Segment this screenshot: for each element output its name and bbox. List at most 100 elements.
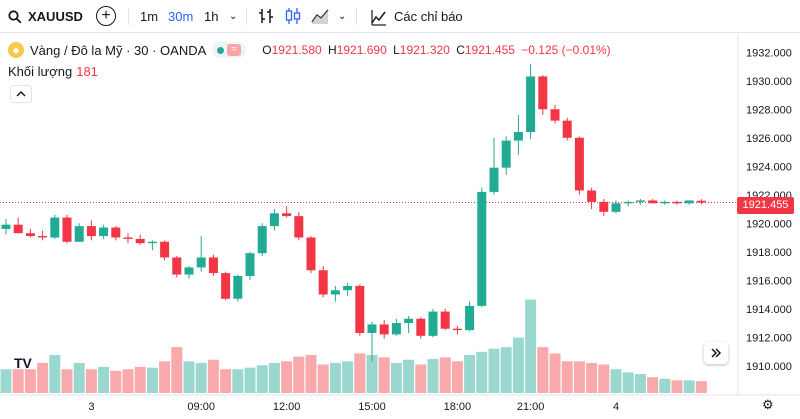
candle-body[interactable] <box>196 257 206 268</box>
interval-30m-button[interactable]: 30m <box>168 9 194 24</box>
volume-bar <box>73 362 85 393</box>
candle-body[interactable] <box>660 201 670 204</box>
candle-body[interactable] <box>611 203 621 212</box>
scroll-to-realtime-button[interactable] <box>704 342 728 364</box>
high-key: H <box>328 43 337 57</box>
series-title[interactable]: Vàng / Đô la Mỹ · 30 · OANDA <box>30 42 207 58</box>
candle-body[interactable] <box>648 200 658 204</box>
volume-bar <box>159 361 171 393</box>
candle-body[interactable] <box>684 200 694 204</box>
candle-body[interactable] <box>147 241 157 244</box>
candle-body[interactable] <box>62 217 72 242</box>
candle-body[interactable] <box>379 324 389 335</box>
candle-body[interactable] <box>282 213 292 217</box>
candle-body[interactable] <box>501 140 511 168</box>
candle-body[interactable] <box>257 226 267 254</box>
candle-body[interactable] <box>367 324 377 333</box>
symbol-search[interactable]: XAUUSD <box>8 0 83 33</box>
candle-body[interactable] <box>672 201 682 204</box>
tradingview-logo[interactable]: TV <box>14 355 32 371</box>
candle-body[interactable] <box>440 311 450 329</box>
chevron-down-icon[interactable]: ⌄ <box>229 11 238 22</box>
candle-body[interactable] <box>416 318 426 336</box>
candle-body[interactable] <box>318 270 328 295</box>
volume-bar <box>622 372 634 393</box>
candle-body[interactable] <box>574 137 584 191</box>
candle-body[interactable] <box>208 257 218 274</box>
candle-body[interactable] <box>221 273 231 299</box>
top-toolbar: XAUUSD + 1m 30m 1h ⌄ ⌄ Các chỉ báo <box>0 0 800 33</box>
candle-body[interactable] <box>74 226 84 242</box>
candle-body[interactable] <box>50 217 60 238</box>
volume-bar <box>659 378 671 393</box>
collapse-legend-button[interactable] <box>10 85 32 103</box>
area-chart-type-icon[interactable] <box>310 6 330 26</box>
candle-body[interactable] <box>245 253 255 276</box>
candle-body[interactable] <box>111 227 121 238</box>
candle-body[interactable] <box>587 190 597 202</box>
candle-body[interactable] <box>550 109 560 121</box>
low-key: L <box>393 43 400 57</box>
candle-body[interactable] <box>172 257 182 275</box>
candle-body[interactable] <box>538 76 548 110</box>
candle-body[interactable] <box>294 216 304 238</box>
add-symbol-button[interactable]: + <box>96 6 116 26</box>
volume-label[interactable]: Khối lượng <box>8 64 73 79</box>
candle-body[interactable] <box>1 224 11 229</box>
volume-bar <box>293 356 305 393</box>
candle-body[interactable] <box>599 201 609 212</box>
volume-bar <box>317 364 329 393</box>
indicators-button[interactable]: Các chỉ báo <box>370 0 463 33</box>
candle-body[interactable] <box>269 213 279 227</box>
candle-body[interactable] <box>404 318 414 323</box>
candle-body[interactable] <box>25 233 35 237</box>
volume-bar <box>427 358 439 393</box>
interval-1h-button[interactable]: 1h <box>204 9 219 24</box>
volume-bar <box>146 367 158 393</box>
chart-settings-gear-icon[interactable]: ⚙ <box>762 397 774 412</box>
candles-chart-type-icon[interactable] <box>283 6 303 26</box>
bar-chart-type-icon[interactable] <box>256 6 276 26</box>
candle-body[interactable] <box>99 227 109 237</box>
candle-body[interactable] <box>343 285 353 291</box>
candle-body[interactable] <box>86 226 96 237</box>
candle-body[interactable] <box>330 290 340 295</box>
interval-1m-button[interactable]: 1m <box>140 9 159 24</box>
volume-bar <box>207 359 219 393</box>
time-tick-label: 4 <box>613 401 619 413</box>
candle-body[interactable] <box>306 237 316 271</box>
candle-body[interactable] <box>135 238 145 244</box>
volume-bar <box>378 357 390 393</box>
candle-body[interactable] <box>355 285 365 333</box>
close-value: 1921.455 <box>464 43 515 57</box>
candle-body[interactable] <box>452 328 462 331</box>
candle-body[interactable] <box>233 275 243 299</box>
candle-body[interactable] <box>123 237 133 239</box>
candle-body[interactable] <box>623 201 633 204</box>
candle-body[interactable] <box>391 323 401 335</box>
price-chart[interactable]: 1932.000 1930.000 1928.000 1926.000 1924.000… <box>0 34 800 419</box>
candle-body[interactable] <box>477 191 487 306</box>
candle-body[interactable] <box>635 200 645 202</box>
candle-body[interactable] <box>160 241 170 258</box>
time-tick-label: 18:00 <box>444 401 472 413</box>
candle-body[interactable] <box>428 311 438 336</box>
candle-body[interactable] <box>13 224 23 234</box>
market-status-pill[interactable]: ≈ <box>212 42 247 58</box>
candle-body[interactable] <box>526 76 536 133</box>
candle-body[interactable] <box>465 305 475 331</box>
search-icon <box>8 9 22 23</box>
candle-body[interactable] <box>184 267 194 275</box>
candle-body[interactable] <box>489 167 499 192</box>
volume-legend: Khối lượng 181 <box>8 64 98 79</box>
candle-body[interactable] <box>513 132 523 141</box>
chevron-down-icon[interactable]: ⌄ <box>338 11 347 22</box>
candle-body[interactable] <box>696 200 706 203</box>
volume-bar <box>37 362 49 393</box>
volume-bar <box>500 347 512 393</box>
candle-body[interactable] <box>38 236 48 238</box>
candle-body[interactable] <box>562 120 572 138</box>
volume-bar <box>537 347 549 393</box>
volume-bar <box>195 362 207 393</box>
volume-bar <box>183 361 195 393</box>
